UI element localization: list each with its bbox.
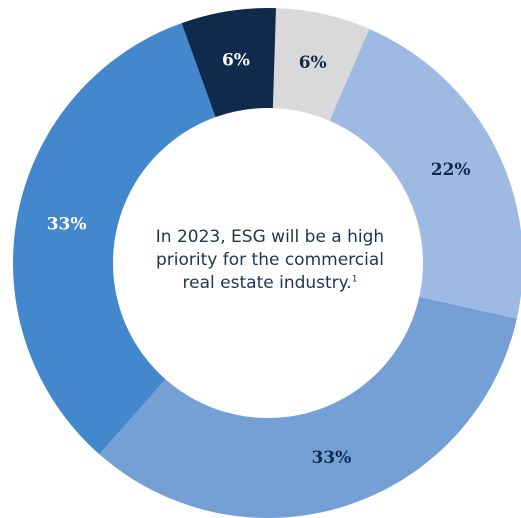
slice-value-label: 6%	[222, 51, 250, 71]
center-caption-text: In 2023, ESG will be a high priority for…	[155, 227, 385, 293]
donut-slices	[12, 8, 521, 518]
footnote-marker: 1	[351, 274, 358, 285]
slice-labels: 6% 22% 33% 33% 6%	[47, 51, 471, 468]
slice-value-label: 33%	[47, 215, 87, 235]
donut-slice	[181, 8, 277, 118]
slice-value-label: 22%	[431, 160, 471, 180]
donut-slice	[329, 28, 521, 319]
slice-value-label: 6%	[299, 53, 327, 73]
donut-slice	[99, 296, 517, 518]
center-caption: In 2023, ESG will be a high priority for…	[125, 226, 415, 295]
slice-value-label: 33%	[311, 448, 351, 468]
donut-slice	[12, 23, 216, 455]
donut-slice	[272, 8, 370, 121]
